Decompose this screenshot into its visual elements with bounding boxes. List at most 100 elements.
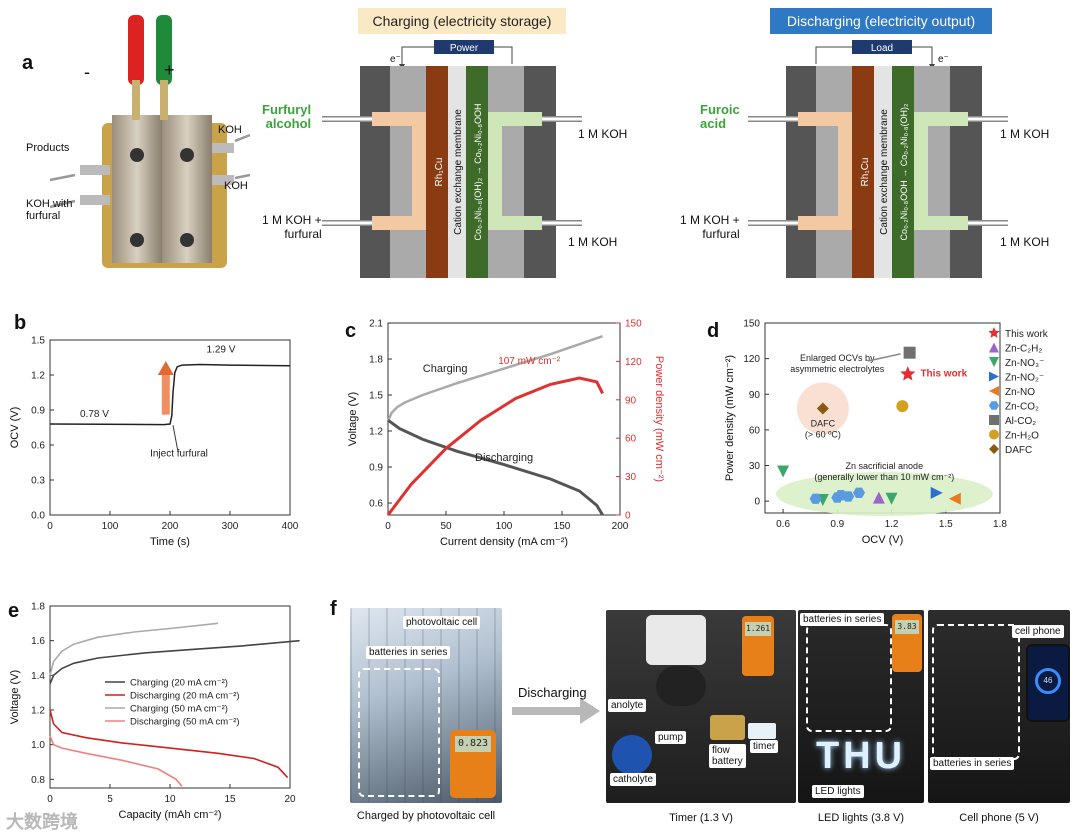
battery-group-outline-2 (806, 624, 892, 732)
series-line (49, 622, 219, 676)
legend-marker (989, 342, 999, 353)
legend-marker (989, 444, 999, 454)
y-tick-label: 60 (749, 425, 761, 436)
legend-label: Discharging (20 mA cm⁻²) (130, 691, 240, 702)
x-tick-label: 200 (162, 521, 179, 532)
discharging-title-box: Discharging (electricity output) (770, 8, 992, 34)
panel-label-f: f (330, 598, 337, 620)
charging-schematic: Power e⁻ Rh₁Cu Cation exchange membrane … (322, 40, 582, 278)
pump-body (646, 615, 706, 665)
pump-label: pump (655, 731, 687, 744)
legend-marker (989, 371, 999, 382)
inject-arrow-head (157, 361, 174, 375)
data-point (842, 491, 855, 502)
fitting-left-2 (80, 195, 110, 205)
red-clip (128, 15, 144, 85)
rh-label-2: Rh₁Cu (860, 158, 871, 187)
green-clip (156, 15, 172, 85)
y-tick-label: 1.5 (31, 336, 45, 347)
y-tick-label: 1.2 (31, 371, 45, 382)
photo-led: 3.83 THU (798, 610, 924, 803)
y-tick-label: 150 (743, 319, 760, 330)
membrane (448, 66, 466, 278)
legend-marker (989, 386, 999, 396)
series-line (49, 709, 289, 779)
legend-label: Charging (50 mA cm⁻²) (130, 704, 228, 715)
rh-electrode (426, 66, 448, 278)
y2-axis-label: Power density (mW cm⁻²) (653, 356, 665, 482)
charging-title: Charging (electricity storage) (372, 13, 552, 29)
membrane-label-2: Cation exchange membrane (879, 109, 890, 235)
charging-title-box: Charging (electricity storage) (358, 8, 566, 34)
charging-cathode-out: 1 M KOH (578, 127, 628, 141)
charging-anode-in: 1 M KOH + furfural (262, 213, 322, 241)
y-tick-label: 1.5 (369, 391, 383, 402)
legend-marker (988, 327, 1000, 338)
y-tick-label: 1.2 (31, 706, 45, 717)
rh-label: Rh₁Cu (434, 158, 445, 187)
ocv-note-arrow (867, 353, 901, 362)
koh-furfural-label: KOH with furfural (26, 198, 73, 222)
cell-phone: 46 (1026, 644, 1070, 722)
y2-tick-label: 30 (625, 472, 637, 483)
data-point (900, 366, 916, 381)
chart-d: 0.6 0.9 1.2 1.5 1.8 0 30 60 90 120 150 OCV (V) Power… (724, 319, 1049, 547)
plot-frame (49, 339, 291, 516)
charging-cathode-in: 1 M KOH (568, 235, 618, 249)
inject-pointer (172, 425, 179, 451)
pump-head (656, 666, 706, 706)
y2-tick-label: 0 (625, 511, 631, 522)
photo-pv-charging: 0.823 (350, 608, 502, 803)
annotation-zn: Zn sacrificial anode (generally lower tha… (814, 461, 954, 482)
data-point (809, 493, 822, 504)
electron-label-2: e⁻ (938, 54, 949, 65)
plot-frame (387, 322, 621, 516)
x-tick-label: 1.8 (993, 519, 1007, 530)
products-label: Products (26, 142, 70, 154)
discharging-arrow-label: Discharging (518, 685, 587, 700)
electron-label: e⁻ (390, 54, 401, 65)
multimeter-2: 1.261 (742, 616, 774, 676)
flow-battery (710, 715, 745, 740)
y-axis-label: Power density (mW cm⁻²) (724, 355, 736, 481)
discharging-title: Discharging (electricity output) (786, 13, 976, 29)
fitting-left-1 (80, 165, 110, 175)
y-tick-label: 0.0 (31, 511, 45, 522)
data-point (885, 492, 898, 505)
annotation-discharging: Discharging (475, 452, 533, 464)
x-tick-label: 200 (612, 521, 629, 532)
panel-label-c: c (345, 320, 357, 342)
x-axis-label: Capacity (mAh cm⁻²) (119, 809, 222, 821)
battery-group-outline (358, 668, 440, 797)
y2-tick-label: 150 (625, 319, 642, 330)
data-point (777, 465, 790, 478)
y-tick-label: 30 (749, 461, 761, 472)
y-axis-label: Voltage (V) (347, 392, 359, 446)
x-tick-label: 1.5 (939, 519, 953, 530)
x-tick-label: 400 (282, 521, 299, 532)
photo-phone: 46 (928, 610, 1070, 803)
x-tick-label: 0 (385, 521, 391, 532)
ocv-line (49, 363, 291, 426)
koh-label-bottom: KOH (224, 180, 248, 192)
batteries-label-2: batteries in series (800, 613, 885, 626)
series-line (49, 735, 183, 787)
meter-reading-2: 1.261 (745, 622, 771, 636)
co-label-2: Co₀.₂Ni₀.₈OOH → Co₀.₂Ni₀.₈(OH)₂ (899, 103, 909, 240)
chart-e: 0 5 10 15 20 0.8 1.0 1.2 1.4 1.6 1.8 Capacity (mAh … (9, 602, 300, 821)
x-tick-label: 0 (47, 794, 53, 805)
discharging-cathode-out: 1 M KOH (1000, 127, 1050, 141)
x-tick-label: 50 (440, 521, 452, 532)
y-tick-label: 0.6 (31, 441, 45, 452)
data-point (872, 491, 885, 504)
caption-timer: Timer (1.3 V) (669, 812, 733, 824)
co-electrode (466, 66, 488, 278)
x-tick-label: 100 (496, 521, 513, 532)
led-sign: THU (815, 735, 907, 777)
y-tick-label: 2.1 (369, 319, 383, 330)
y-tick-label: 1.6 (31, 636, 45, 647)
minus-label: - (84, 62, 90, 82)
koh-label-top: KOH (218, 124, 242, 136)
y-tick-label: 120 (743, 354, 760, 365)
annotation-peak: 107 mW cm⁻² (498, 356, 561, 367)
